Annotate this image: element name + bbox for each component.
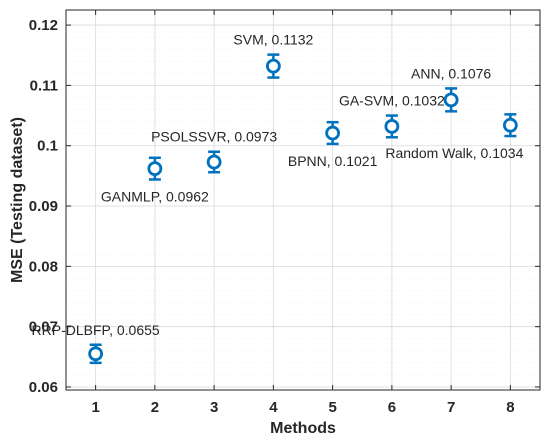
y-tick-label: 0.11 (30, 77, 58, 94)
y-axis-label: MSE (Testing dataset) (9, 117, 26, 283)
data-point-label: SVM, 0.1132 (233, 32, 313, 48)
x-tick-label: 3 (210, 399, 218, 416)
axis-ticks (66, 10, 540, 390)
x-tick-label: 4 (269, 399, 278, 416)
y-tick-label: 0.07 (29, 319, 58, 336)
data-labels: RRP-DLBFP, 0.0655 GANMLP, 0.0962 PSOLSSVR,… (32, 32, 524, 338)
data-point-marker (88, 346, 104, 362)
data-point-label: ANN, 0.1076 (411, 65, 491, 81)
data-point-marker (384, 119, 400, 134)
x-tick-label: 1 (91, 399, 99, 416)
x-axis-tick-labels: 1 2 3 4 5 6 7 8 (91, 399, 514, 416)
x-axis-label: Methods (270, 420, 336, 437)
data-point-label: Random Walk, 0.1034 (385, 145, 523, 161)
x-tick-label: 8 (506, 399, 514, 416)
plot-area-frame (65, 9, 541, 391)
data-point-marker (502, 117, 518, 133)
data-point-label: RRP-DLBFP, 0.0655 (32, 322, 160, 338)
y-tick-label: 0.06 (29, 379, 58, 396)
y-tick-label: 0.1 (37, 138, 58, 155)
y-tick-label: 0.12 (29, 17, 58, 34)
y-axis-tick-labels: 0.06 0.07 0.08 0.09 0.1 0.11 0.12 (29, 17, 58, 396)
data-point-label: PSOLSSVR, 0.0973 (151, 129, 277, 145)
y-tick-label: 0.09 (29, 198, 58, 215)
data-point-label: BPNN, 0.1021 (288, 153, 378, 169)
grid-lines (66, 10, 540, 390)
data-markers (88, 58, 518, 362)
x-tick-label: 5 (328, 399, 336, 416)
data-point-marker (147, 161, 163, 177)
x-tick-label: 6 (388, 399, 396, 416)
data-point-label: GANMLP, 0.0962 (101, 188, 209, 204)
data-point-marker (265, 58, 281, 74)
data-point-label: GA-SVM, 0.1032 (339, 93, 445, 109)
x-tick-label: 7 (447, 399, 455, 416)
data-point-marker (443, 92, 459, 108)
x-tick-label: 2 (151, 399, 159, 416)
y-tick-label: 0.08 (29, 258, 58, 275)
data-point-marker (325, 125, 341, 141)
data-point-marker (206, 154, 222, 170)
